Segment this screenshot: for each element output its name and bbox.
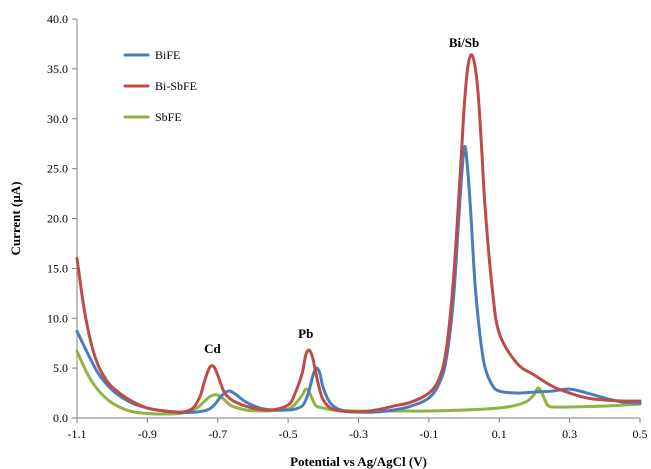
x-tick-label: -1.1 [68, 427, 87, 441]
x-tick-label: -0.9 [138, 427, 157, 441]
x-tick-label: 0.3 [562, 427, 577, 441]
y-tick-label: 25.0 [47, 162, 68, 176]
x-tick-label: -0.5 [279, 427, 298, 441]
y-tick-label: 0.0 [53, 411, 68, 425]
series-layer [75, 53, 642, 416]
peak-annotation: Pb [298, 326, 313, 341]
plot-area: -1.1 -0.9 -0.7 -0.5 -0.3 -0.1 0.1 0.3 0.5 0.0 5.0… [47, 12, 648, 441]
y-tick-label: 35.0 [47, 62, 68, 76]
x-axis-title: Potential vs Ag/AgCl (V) [290, 454, 427, 469]
series-line-bife [75, 145, 642, 415]
series-line-sbfe [75, 349, 642, 416]
legend-label: BiFE [155, 48, 180, 62]
x-tick-label: 0.1 [492, 427, 507, 441]
peak-annotation: Cd [204, 341, 221, 356]
legend-label: SbFE [155, 110, 182, 124]
y-tick-label: 5.0 [53, 361, 68, 375]
y-tick-label: 40.0 [47, 12, 68, 26]
y-tick-label: 10.0 [47, 311, 68, 325]
legend-label: Bi-SbFE [155, 79, 197, 93]
y-tick-label: 30.0 [47, 112, 68, 126]
annotation-layer: Cd Pb Bi/Sb [204, 35, 479, 356]
x-tick-label: 0.5 [633, 427, 648, 441]
peak-annotation: Bi/Sb [449, 35, 479, 50]
x-tick-label: -0.1 [419, 427, 438, 441]
legend: BiFE Bi-SbFE SbFE [123, 48, 197, 124]
series-line-bi-sbfe [75, 53, 642, 414]
y-tick-label: 15.0 [47, 261, 68, 275]
y-axis-title: Current (µA) [8, 181, 23, 255]
x-axis-ticks: -1.1 -0.9 -0.7 -0.5 -0.3 -0.1 0.1 0.3 0.5 [68, 418, 648, 441]
y-tick-label: 20.0 [47, 212, 68, 226]
y-axis-ticks: 0.0 5.0 10.0 15.0 20.0 25.0 30.0 35.0 40.0 [47, 12, 77, 425]
x-tick-label: -0.7 [208, 427, 227, 441]
x-tick-label: -0.3 [349, 427, 368, 441]
